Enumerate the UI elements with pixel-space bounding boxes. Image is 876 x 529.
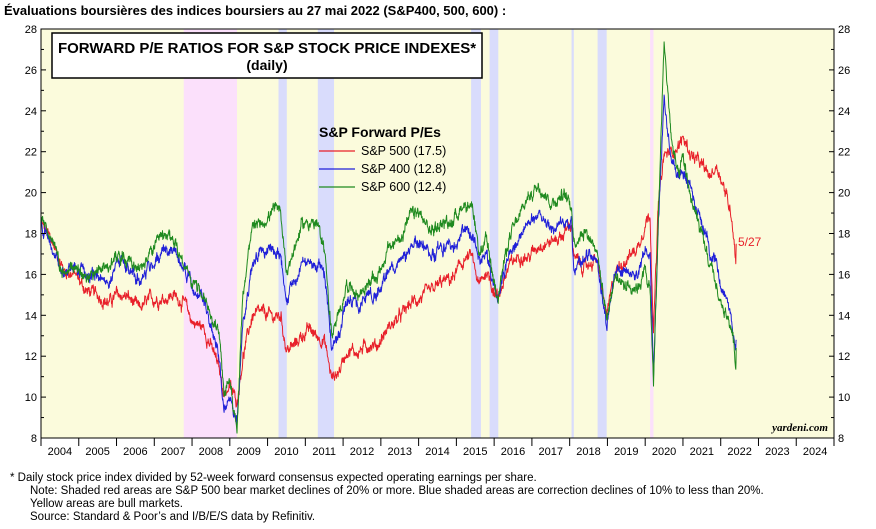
y-tick-label-left-9: 26: [25, 65, 37, 77]
x-tick-label-2010: 2010: [274, 446, 298, 458]
x-tick-label-2023: 2023: [765, 446, 789, 458]
legend-label-2: S&P 600 (12.4): [361, 180, 446, 194]
series-line-2: [40, 41, 737, 434]
y-tick-label-left-7: 22: [25, 147, 37, 159]
legend-label-0: S&P 500 (17.5): [361, 144, 446, 158]
x-tick-label-2022: 2022: [727, 446, 751, 458]
x-tick-label-2009: 2009: [236, 446, 260, 458]
x-tick-label-2021: 2021: [690, 446, 714, 458]
series-line-1: [40, 94, 737, 427]
x-tick-label-2006: 2006: [123, 446, 147, 458]
y-tick-label-left-5: 18: [25, 229, 37, 241]
footnote-source: Source: Standard & Poor’s and I/B/E/S da…: [30, 511, 316, 523]
footnotes: * Daily stock price index divided by 52-…: [10, 472, 764, 524]
correction-shade-1: [317, 29, 335, 438]
y-tick-label-left-1: 10: [25, 392, 37, 404]
x-tick-label-2013: 2013: [387, 446, 411, 458]
y-tick-label-right-1: 10: [838, 392, 850, 404]
title-box: [51, 32, 483, 79]
footnote-yellow: Yellow areas are bull markets.: [30, 498, 183, 510]
y-tick-label-right-8: 24: [838, 106, 850, 118]
end-date-annotation: 5/27: [738, 235, 762, 249]
chart-title: FORWARD P/E RATIOS FOR S&P STOCK PRICE I…: [58, 40, 476, 57]
x-tick-label-2011: 2011: [312, 446, 336, 458]
x-tick-label-2015: 2015: [463, 446, 487, 458]
x-tick-label-2018: 2018: [576, 446, 600, 458]
x-tick-label-2005: 2005: [85, 446, 109, 458]
x-tick-label-2020: 2020: [652, 446, 676, 458]
page-heading: Évaluations boursières des indices bours…: [4, 3, 507, 18]
chart-subtitle: (daily): [246, 57, 287, 73]
series-line-0: [40, 135, 737, 408]
bear-market-shade-1: [650, 29, 654, 438]
y-tick-label-left-2: 12: [25, 351, 37, 363]
y-tick-label-right-4: 16: [838, 269, 850, 281]
x-tick-label-2017: 2017: [539, 446, 563, 458]
y-tick-label-right-9: 26: [838, 65, 850, 77]
y-tick-label-right-3: 14: [838, 310, 850, 322]
legend-title: S&P Forward P/Es: [319, 124, 441, 140]
y-tick-label-left-6: 20: [25, 188, 37, 200]
correction-shade-5: [597, 29, 607, 438]
footnote-definition: * Daily stock price index divided by 52-…: [10, 472, 537, 484]
legend: S&P Forward P/Es S&P 500 (17.5) S&P 400 (…: [319, 124, 446, 194]
x-tick-label-2024: 2024: [803, 446, 827, 458]
x-tick-label-2004: 2004: [48, 446, 72, 458]
y-tick-label-left-8: 24: [25, 106, 37, 118]
legend-label-1: S&P 400 (12.8): [361, 162, 446, 176]
y-tick-label-left-4: 16: [25, 269, 37, 281]
y-tick-label-right-7: 22: [838, 147, 850, 159]
x-tick-label-2008: 2008: [199, 446, 223, 458]
x-tick-label-2016: 2016: [501, 446, 525, 458]
x-tick-label-2007: 2007: [161, 446, 185, 458]
y-tick-label-left-3: 14: [25, 310, 37, 322]
y-tick-label-left-10: 28: [25, 24, 37, 36]
y-tick-label-right-0: 8: [838, 433, 844, 445]
footnote-note: Note: Shaded red areas are S&P 500 bear …: [30, 485, 764, 497]
y-tick-label-right-2: 12: [838, 351, 850, 363]
bear-market-shade-0: [183, 29, 237, 438]
x-tick-label-2012: 2012: [350, 446, 374, 458]
correction-shade-3: [489, 29, 499, 438]
x-tick-label-2019: 2019: [614, 446, 638, 458]
plot-background: [41, 29, 834, 438]
y-tick-label-right-10: 28: [838, 24, 850, 36]
series-lines: [40, 41, 737, 434]
y-tick-label-right-5: 18: [838, 229, 850, 241]
x-tick-label-2014: 2014: [425, 446, 449, 458]
watermark: yardeni.com: [770, 422, 828, 434]
y-tick-label-right-6: 20: [838, 188, 850, 200]
y-tick-label-left-0: 8: [31, 433, 37, 445]
